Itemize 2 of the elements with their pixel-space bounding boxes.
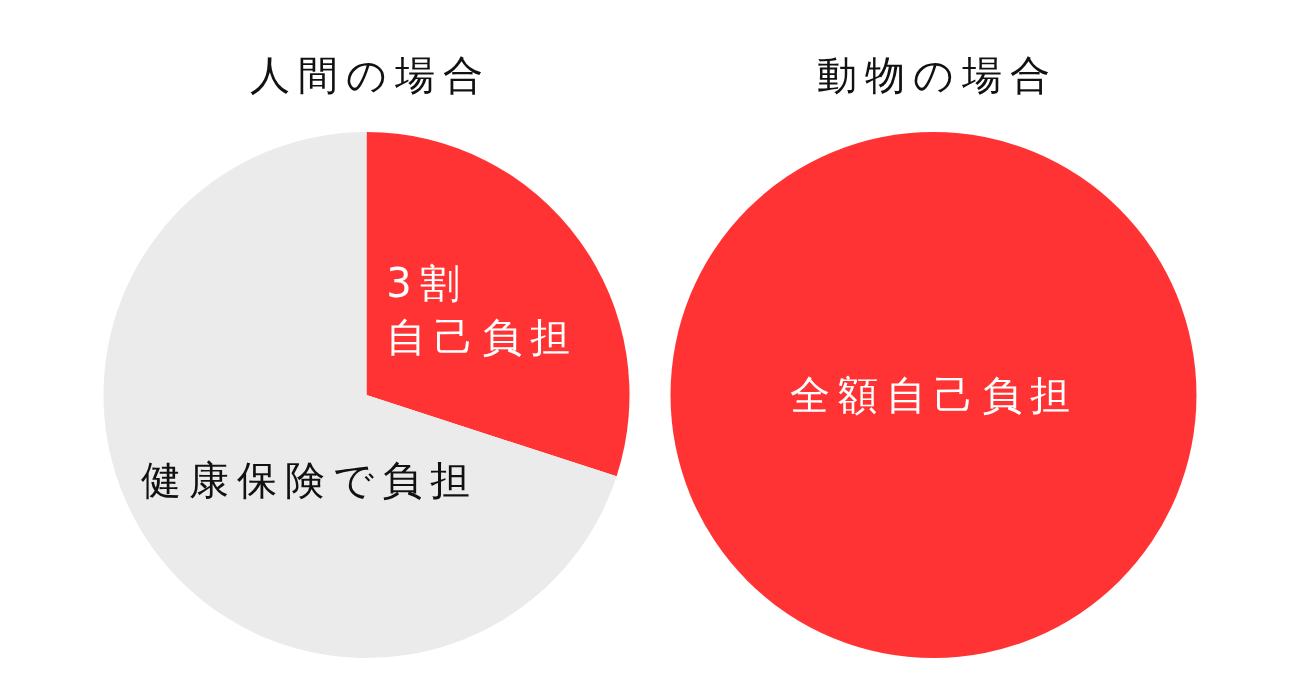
title: 動物の場合 [817, 52, 1058, 98]
title: 人間の場合 [250, 52, 491, 98]
